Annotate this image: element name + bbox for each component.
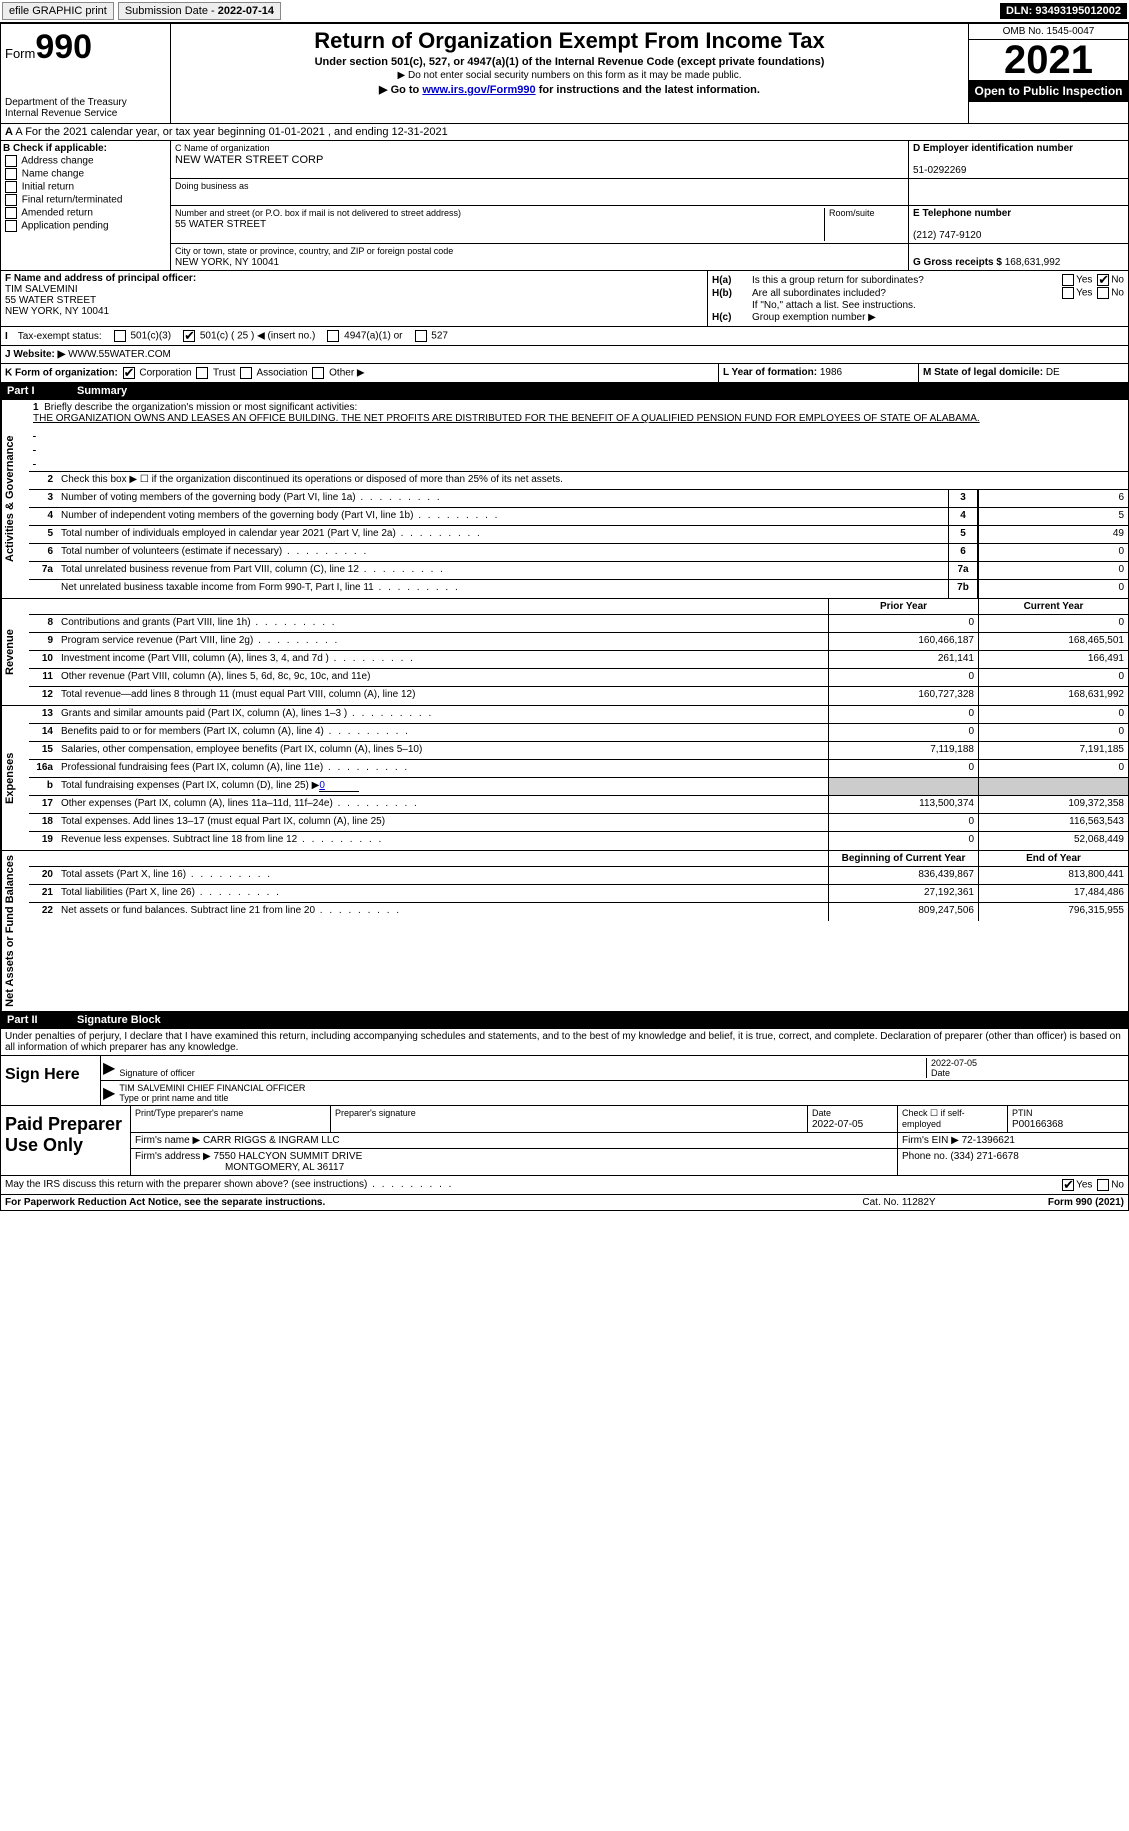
check-501c[interactable]	[183, 330, 195, 342]
line16b-link[interactable]: 0	[319, 780, 359, 792]
line5-val: 49	[978, 526, 1128, 543]
line3-val: 6	[978, 490, 1128, 507]
form-label: Form990 Department of the Treasury Inter…	[1, 24, 171, 123]
line7b-val: 0	[978, 580, 1128, 598]
form-title: Return of Organization Exempt From Incom…	[171, 24, 968, 123]
officer-name: TIM SALVEMINI CHIEF FINANCIAL OFFICER	[119, 1083, 305, 1093]
form-year-box: OMB No. 1545-0047 2021 Open to Public In…	[968, 24, 1128, 123]
telephone: (212) 747-9120	[913, 230, 981, 241]
city-state-zip: NEW YORK, NY 10041	[175, 257, 279, 268]
paid-preparer-label: Paid Preparer Use Only	[1, 1106, 131, 1175]
dln: DLN: 93493195012002	[1000, 3, 1127, 19]
col-b-checkboxes: B Check if applicable: Address change Na…	[1, 141, 171, 270]
vtab-net-assets: Net Assets or Fund Balances	[1, 851, 29, 1011]
line4-val: 5	[978, 508, 1128, 525]
part-ii-header: Part IISignature Block	[1, 1012, 1128, 1029]
top-bar: efile GRAPHIC print Submission Date - 20…	[0, 0, 1129, 23]
check-501c3[interactable]	[114, 330, 126, 342]
line6-val: 0	[978, 544, 1128, 561]
ha-yes[interactable]	[1062, 274, 1074, 286]
tax-exempt-status: I Tax-exempt status: 501(c)(3) 501(c) ( …	[1, 327, 1128, 346]
signature-declaration: Under penalties of perjury, I declare th…	[1, 1029, 1128, 1056]
page-footer: For Paperwork Reduction Act Notice, see …	[1, 1195, 1128, 1210]
hb-yes[interactable]	[1062, 287, 1074, 299]
year-formation: 1986	[820, 367, 842, 378]
website-url: WWW.55WATER.COM	[68, 349, 171, 360]
state-domicile: DE	[1046, 367, 1060, 378]
check-address-change[interactable]	[5, 155, 17, 167]
instructions-link[interactable]: www.irs.gov/Form990	[422, 84, 535, 96]
firm-phone: (334) 271-6678	[950, 1151, 1018, 1162]
firm-ein: 72-1396621	[962, 1135, 1015, 1146]
row-a-tax-year: A A For the 2021 calendar year, or tax y…	[1, 124, 1128, 141]
vtab-activities: Activities & Governance	[1, 400, 29, 598]
sign-date: 2022-07-05	[931, 1058, 977, 1068]
check-final-return[interactable]	[5, 194, 17, 206]
check-initial-return[interactable]	[5, 181, 17, 193]
check-trust[interactable]	[196, 367, 208, 379]
preparer-date: 2022-07-05	[812, 1119, 863, 1130]
firm-address: 7550 HALCYON SUMMIT DRIVE	[214, 1151, 363, 1162]
ptin: P00166368	[1012, 1119, 1063, 1130]
part-i-header: Part ISummary	[1, 383, 1128, 400]
sign-here-label: Sign Here	[1, 1056, 101, 1105]
may-discuss-row: May the IRS discuss this return with the…	[1, 1176, 1128, 1195]
submission-date: Submission Date - 2022-07-14	[118, 2, 281, 20]
website-row: J Website: ▶ WWW.55WATER.COM	[1, 346, 1128, 364]
check-application-pending[interactable]	[5, 220, 17, 232]
org-name: NEW WATER STREET CORP	[175, 154, 323, 166]
mission-row: 1 Briefly describe the organization's mi…	[29, 400, 1128, 472]
form-990: Form990 Department of the Treasury Inter…	[0, 23, 1129, 1211]
vtab-expenses: Expenses	[1, 706, 29, 850]
page-title: Return of Organization Exempt From Incom…	[175, 28, 964, 54]
ha-no[interactable]	[1097, 274, 1109, 286]
form-of-org: K Form of organization: Corporation Trus…	[1, 364, 718, 382]
check-4947[interactable]	[327, 330, 339, 342]
hb-no[interactable]	[1097, 287, 1109, 299]
check-527[interactable]	[415, 330, 427, 342]
check-corporation[interactable]	[123, 367, 135, 379]
street-address: 55 WATER STREET	[175, 219, 266, 230]
line7a-val: 0	[978, 562, 1128, 579]
may-no[interactable]	[1097, 1179, 1109, 1191]
check-other[interactable]	[312, 367, 324, 379]
ein: 51-0292269	[913, 165, 966, 176]
firm-name: CARR RIGGS & INGRAM LLC	[203, 1135, 340, 1146]
check-name-change[interactable]	[5, 168, 17, 180]
check-association[interactable]	[240, 367, 252, 379]
gross-receipts: 168,631,992	[1005, 257, 1061, 268]
check-amended-return[interactable]	[5, 207, 17, 219]
efile-print-button[interactable]: efile GRAPHIC print	[2, 2, 114, 20]
vtab-revenue: Revenue	[1, 599, 29, 705]
principal-officer: F Name and address of principal officer:…	[1, 271, 708, 326]
may-yes[interactable]	[1062, 1179, 1074, 1191]
